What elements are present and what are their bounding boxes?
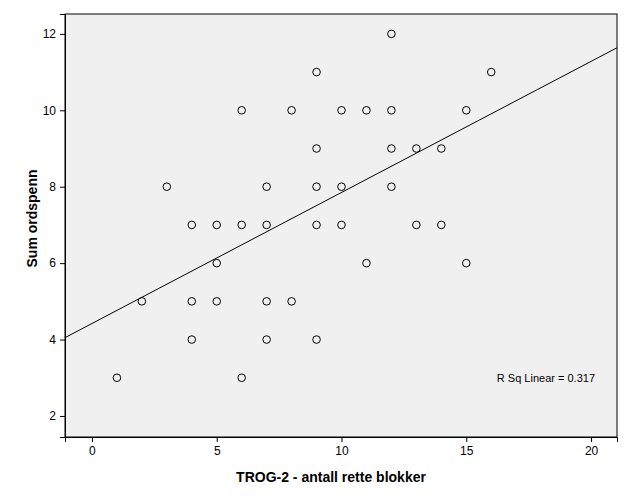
- point: [363, 259, 371, 267]
- y-tick: 10: [43, 104, 65, 118]
- y-tick-mark: [60, 187, 65, 188]
- y-tick-label: 6: [49, 256, 56, 270]
- plot-frame: [65, 14, 617, 437]
- point: [163, 183, 171, 191]
- y-tick-label: 12: [43, 27, 57, 41]
- point: [338, 221, 346, 229]
- point: [213, 298, 221, 306]
- y-tick-mark: [60, 340, 65, 341]
- point: [188, 336, 196, 344]
- x-tick-label: 20: [585, 444, 599, 458]
- point: [188, 221, 196, 229]
- x-tick-mark: [217, 437, 218, 442]
- x-tick-label: 0: [89, 444, 96, 458]
- plot-background: [65, 14, 617, 437]
- x-axis-line: [66, 438, 618, 443]
- point: [438, 145, 446, 153]
- y-tick: 6: [49, 256, 65, 270]
- point: [413, 145, 421, 153]
- fit-line: [65, 48, 617, 338]
- x-tick-label: 15: [460, 444, 474, 458]
- point: [263, 298, 271, 306]
- y-tick-label: 10: [43, 104, 57, 118]
- point: [263, 183, 271, 191]
- point: [462, 259, 470, 267]
- point: [487, 68, 495, 76]
- point: [288, 298, 296, 306]
- x-tick: 20: [585, 437, 599, 458]
- x-tick-label: 5: [214, 444, 221, 458]
- y-tick: 4: [49, 333, 65, 347]
- point: [313, 183, 321, 191]
- x-tick-mark: [591, 437, 592, 442]
- x-tick: 5: [214, 437, 221, 458]
- y-tick-label: 8: [49, 180, 56, 194]
- y-tick-label: 4: [49, 333, 56, 347]
- point: [188, 298, 196, 306]
- x-tick-mark: [341, 437, 342, 442]
- point: [213, 259, 221, 267]
- point: [263, 336, 271, 344]
- point: [438, 221, 446, 229]
- x-tick-mark: [92, 437, 93, 442]
- y-tick: 12: [43, 27, 65, 41]
- point: [238, 221, 246, 229]
- point: [288, 106, 296, 114]
- point: [113, 374, 121, 382]
- y-tick-mark: [60, 416, 65, 417]
- point: [313, 336, 321, 344]
- y-tick-mark: [60, 34, 65, 35]
- x-tick: 0: [89, 437, 96, 458]
- point: [388, 30, 396, 38]
- point: [238, 106, 246, 114]
- point: [413, 221, 421, 229]
- x-axis: 0 5 10 15 20: [66, 437, 618, 458]
- point: [263, 221, 271, 229]
- point: [388, 145, 396, 153]
- point: [388, 183, 396, 191]
- y-tick-mark: [60, 110, 65, 111]
- point: [313, 145, 321, 153]
- point: [313, 221, 321, 229]
- y-tick: 8: [49, 180, 65, 194]
- x-tick: 15: [460, 437, 474, 458]
- y-axis-title: Sum ordspenn: [24, 169, 40, 267]
- point: [338, 183, 346, 191]
- x-tick-mark: [466, 437, 467, 442]
- annotation: R Sq Linear = 0.317: [497, 372, 595, 384]
- point: [338, 106, 346, 114]
- x-axis-title: TROG-2 - antall rette blokker: [236, 469, 426, 485]
- point: [138, 298, 146, 306]
- chart: 0 5 10 15 20 2 4 6 8 10 12 R Sq Linear = 0.317 TROG-…: [0, 0, 629, 504]
- y-axis: 2 4 6 8 10 12: [43, 15, 66, 438]
- point: [213, 221, 221, 229]
- plot: 0 5 10 15 20 2 4 6 8 10 12 R Sq Linear = 0.317: [43, 14, 618, 458]
- point: [462, 106, 470, 114]
- y-tick-mark: [60, 263, 65, 264]
- point: [313, 68, 321, 76]
- x-tick: 10: [335, 437, 349, 458]
- point: [388, 106, 396, 114]
- y-tick: 2: [49, 409, 65, 423]
- point: [238, 374, 246, 382]
- point: [363, 106, 371, 114]
- y-tick-label: 2: [49, 409, 56, 423]
- x-tick-label: 10: [335, 444, 349, 458]
- data-layer: [65, 30, 617, 382]
